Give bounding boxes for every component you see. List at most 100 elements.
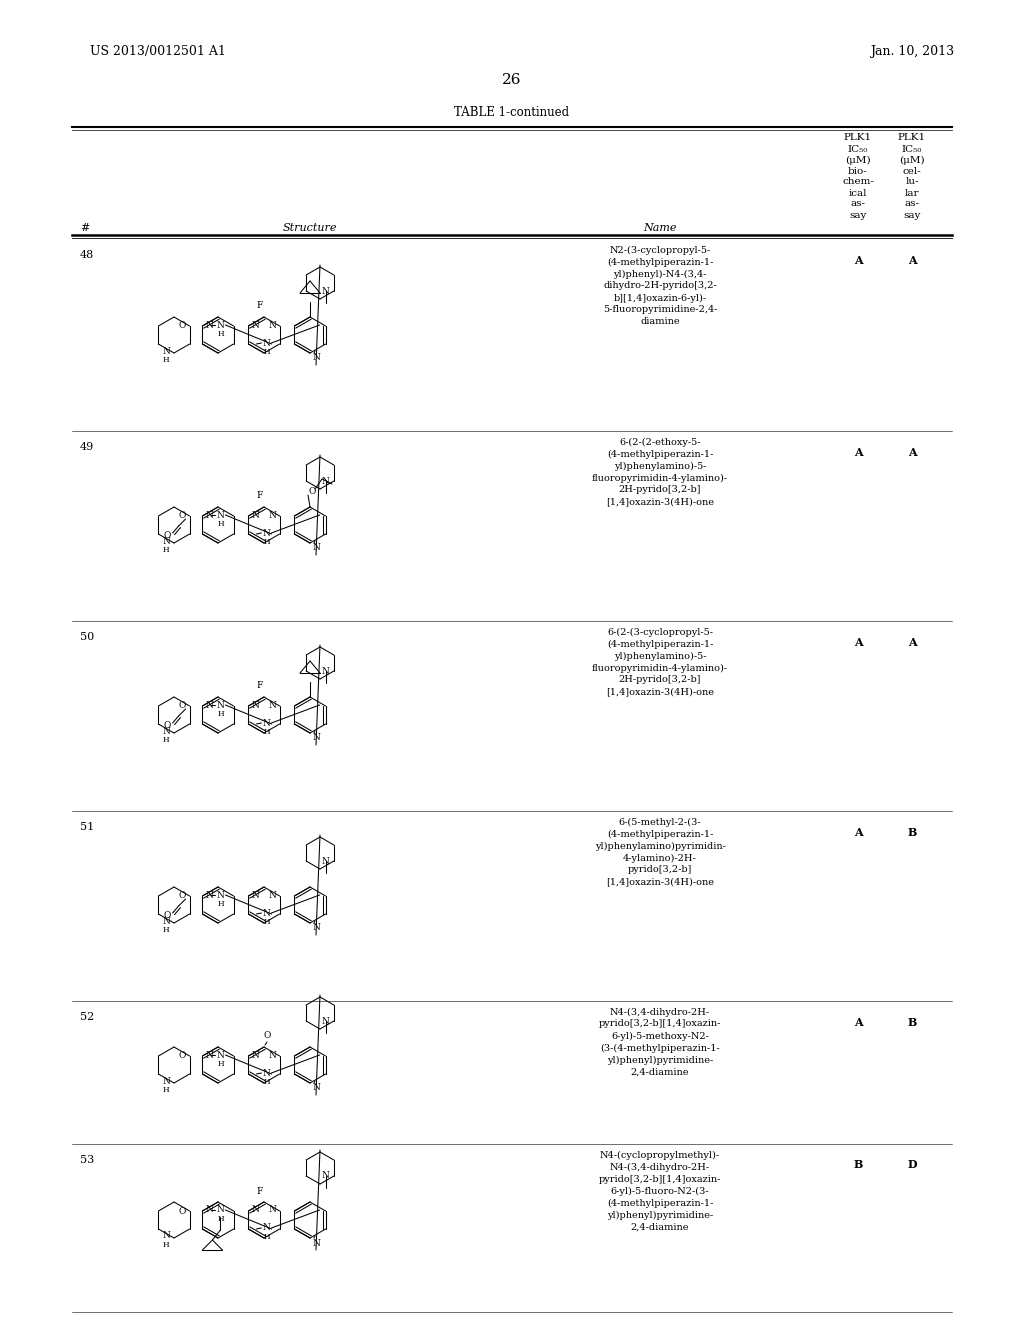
- Text: IC₅₀: IC₅₀: [848, 144, 868, 153]
- Text: B: B: [853, 1159, 862, 1171]
- Text: b][1,4]oxazin-6-yl)-: b][1,4]oxazin-6-yl)-: [613, 293, 707, 302]
- Text: 2,4-diamine: 2,4-diamine: [631, 1222, 689, 1232]
- Text: A: A: [854, 446, 862, 458]
- Text: N: N: [312, 544, 319, 553]
- Text: N: N: [216, 321, 224, 330]
- Text: PLK1: PLK1: [844, 133, 872, 143]
- Text: 51: 51: [80, 822, 94, 832]
- Text: N: N: [312, 1238, 319, 1247]
- Text: 53: 53: [80, 1155, 94, 1166]
- Text: N2-(3-cyclopropyl-5-: N2-(3-cyclopropyl-5-: [609, 246, 711, 255]
- Text: O: O: [164, 532, 171, 540]
- Text: ical: ical: [849, 189, 867, 198]
- Text: (4-methylpiperazin-1-: (4-methylpiperazin-1-: [607, 1199, 713, 1208]
- Text: N: N: [206, 1051, 213, 1060]
- Text: fluoropyrimidin-4-ylamino)-: fluoropyrimidin-4-ylamino)-: [592, 664, 728, 673]
- Text: H: H: [263, 729, 269, 737]
- Text: yl)phenyl)pyrimidine-: yl)phenyl)pyrimidine-: [607, 1056, 713, 1064]
- Text: A: A: [854, 255, 862, 265]
- Text: F: F: [257, 301, 263, 310]
- Text: N: N: [322, 477, 330, 486]
- Text: [1,4]oxazin-3(4H)-one: [1,4]oxazin-3(4H)-one: [606, 688, 714, 697]
- Text: N: N: [268, 891, 276, 899]
- Text: IC₅₀: IC₅₀: [902, 144, 923, 153]
- Text: N: N: [312, 354, 319, 363]
- Text: N: N: [252, 1051, 259, 1060]
- Text: (μM): (μM): [899, 156, 925, 165]
- Text: D: D: [907, 1159, 916, 1171]
- Text: (4-methylpiperazin-1-: (4-methylpiperazin-1-: [607, 829, 713, 838]
- Text: A: A: [854, 1016, 862, 1027]
- Text: N: N: [216, 1051, 224, 1060]
- Text: (4-methylpiperazin-1-: (4-methylpiperazin-1-: [607, 257, 713, 267]
- Text: N: N: [252, 891, 259, 899]
- Text: 49: 49: [80, 442, 94, 451]
- Text: N: N: [262, 908, 270, 917]
- Text: 5-fluoropyrimidine-2,4-: 5-fluoropyrimidine-2,4-: [603, 305, 717, 314]
- Text: N: N: [312, 734, 319, 742]
- Text: N: N: [252, 511, 259, 520]
- Text: lar: lar: [905, 189, 920, 198]
- Text: A: A: [907, 636, 916, 648]
- Text: 48: 48: [80, 249, 94, 260]
- Text: N: N: [268, 511, 276, 520]
- Text: N: N: [312, 1084, 319, 1093]
- Text: N: N: [252, 1205, 259, 1214]
- Text: Structure: Structure: [283, 223, 337, 234]
- Text: H: H: [163, 1086, 169, 1094]
- Text: lu-: lu-: [905, 177, 919, 186]
- Text: N: N: [162, 346, 170, 355]
- Text: 50: 50: [80, 632, 94, 642]
- Text: N: N: [216, 701, 224, 710]
- Text: O: O: [179, 511, 186, 520]
- Text: N: N: [262, 1068, 270, 1077]
- Text: N: N: [252, 701, 259, 710]
- Text: N: N: [206, 1205, 213, 1214]
- Text: H: H: [217, 330, 223, 338]
- Text: A: A: [907, 255, 916, 265]
- Text: (4-methylpiperazin-1-: (4-methylpiperazin-1-: [607, 449, 713, 458]
- Text: Jan. 10, 2013: Jan. 10, 2013: [870, 45, 954, 58]
- Text: 6-(5-methyl-2-(3-: 6-(5-methyl-2-(3-: [618, 817, 701, 826]
- Text: yl)phenylamino)-5-: yl)phenylamino)-5-: [613, 462, 707, 470]
- Text: Name: Name: [643, 223, 677, 234]
- Text: F: F: [257, 681, 263, 690]
- Text: N: N: [322, 286, 330, 296]
- Text: 6-(2-(3-cyclopropyl-5-: 6-(2-(3-cyclopropyl-5-: [607, 627, 713, 636]
- Text: O: O: [179, 701, 186, 710]
- Text: N: N: [252, 321, 259, 330]
- Text: (3-(4-methylpiperazin-1-: (3-(4-methylpiperazin-1-: [600, 1043, 720, 1052]
- Text: B: B: [907, 1016, 916, 1027]
- Text: #: #: [80, 223, 89, 234]
- Text: N: N: [262, 1224, 270, 1233]
- Text: N: N: [206, 701, 213, 710]
- Text: N: N: [322, 857, 330, 866]
- Text: say: say: [849, 210, 866, 219]
- Text: O: O: [263, 1031, 270, 1040]
- Text: 2H-pyrido[3,2-b]: 2H-pyrido[3,2-b]: [618, 676, 701, 685]
- Text: pyrido[3,2-b][1,4]oxazin-: pyrido[3,2-b][1,4]oxazin-: [599, 1175, 721, 1184]
- Text: H: H: [217, 520, 223, 528]
- Text: pyrido[3,2-b][1,4]oxazin-: pyrido[3,2-b][1,4]oxazin-: [599, 1019, 721, 1028]
- Text: N: N: [216, 511, 224, 520]
- Text: F: F: [257, 1187, 263, 1196]
- Text: N: N: [206, 321, 213, 330]
- Text: chem-: chem-: [842, 177, 873, 186]
- Text: 2H-pyrido[3,2-b]: 2H-pyrido[3,2-b]: [618, 486, 701, 495]
- Text: H: H: [217, 900, 223, 908]
- Text: N: N: [268, 701, 276, 710]
- Text: [1,4]oxazin-3(4H)-one: [1,4]oxazin-3(4H)-one: [606, 878, 714, 887]
- Text: H: H: [163, 1241, 169, 1249]
- Text: N: N: [268, 1051, 276, 1060]
- Text: N: N: [262, 528, 270, 537]
- Text: O: O: [164, 722, 171, 730]
- Text: H: H: [263, 917, 269, 927]
- Text: TABLE 1-continued: TABLE 1-continued: [455, 106, 569, 119]
- Text: O: O: [308, 487, 315, 495]
- Text: H: H: [263, 539, 269, 546]
- Text: H: H: [163, 927, 169, 935]
- Text: N: N: [206, 511, 213, 520]
- Text: [1,4]oxazin-3(4H)-one: [1,4]oxazin-3(4H)-one: [606, 498, 714, 507]
- Text: cel-: cel-: [902, 166, 922, 176]
- Text: as-: as-: [851, 199, 865, 209]
